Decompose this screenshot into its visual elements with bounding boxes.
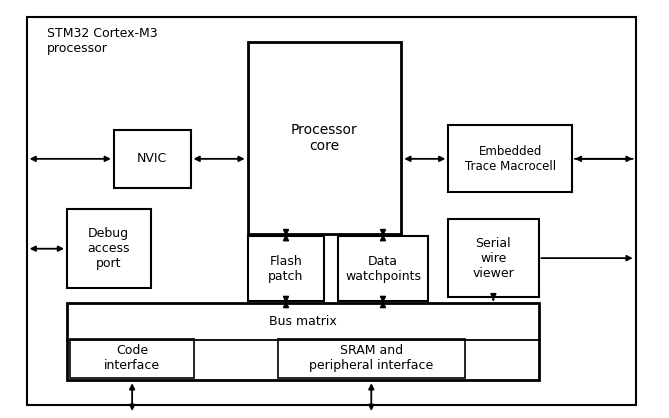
Text: Debug
access
port: Debug access port [88, 227, 130, 270]
Text: Embedded
Trace Macrocell: Embedded Trace Macrocell [464, 145, 556, 173]
FancyBboxPatch shape [70, 339, 194, 378]
Text: Bus matrix: Bus matrix [269, 315, 337, 329]
Text: SRAM and
peripheral interface: SRAM and peripheral interface [309, 344, 434, 372]
Text: Processor
core: Processor core [291, 123, 358, 153]
Text: Flash
patch: Flash patch [268, 255, 304, 283]
FancyBboxPatch shape [67, 303, 539, 380]
Text: STM32 Cortex-M3
processor: STM32 Cortex-M3 processor [47, 27, 157, 55]
Text: NVIC: NVIC [137, 152, 167, 166]
FancyBboxPatch shape [248, 42, 401, 234]
FancyBboxPatch shape [338, 236, 428, 301]
FancyBboxPatch shape [448, 125, 572, 192]
Text: Serial
wire
viewer: Serial wire viewer [472, 237, 514, 280]
FancyBboxPatch shape [448, 219, 539, 297]
FancyBboxPatch shape [278, 339, 465, 378]
FancyBboxPatch shape [248, 236, 324, 301]
Text: Code
interface: Code interface [104, 344, 160, 372]
Text: Data
watchpoints: Data watchpoints [345, 255, 421, 283]
FancyBboxPatch shape [67, 209, 151, 288]
FancyBboxPatch shape [27, 17, 636, 405]
FancyBboxPatch shape [114, 130, 191, 188]
